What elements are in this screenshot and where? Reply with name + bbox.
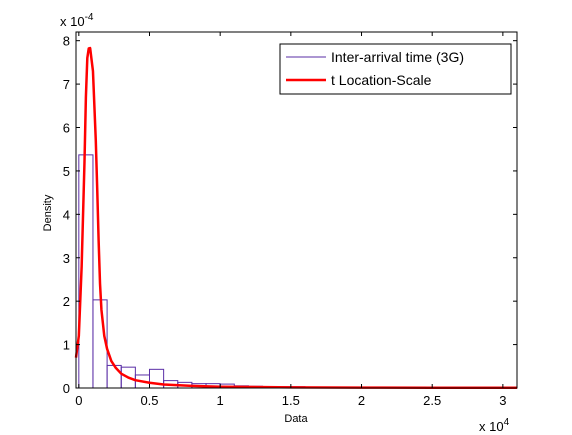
y-tick-label-3: 3 <box>63 251 70 266</box>
legend-label-histogram: Inter-arrival time (3G) <box>331 49 464 65</box>
x-tick-label-0: 0 <box>75 393 82 408</box>
histogram-bar-2 <box>106 364 122 389</box>
y-tick-label-7: 7 <box>63 77 70 92</box>
x-tick-label-3: 1.5 <box>282 393 300 408</box>
y-tick-label-1: 1 <box>63 338 70 353</box>
y-tick-label-5: 5 <box>63 164 70 179</box>
y-tick-label-2: 2 <box>63 294 70 309</box>
x-tick-label-5: 2.5 <box>423 393 441 408</box>
x-multiplier: x 104 <box>479 417 510 434</box>
histogram-bars <box>78 154 518 389</box>
x-axis-title: Data <box>284 413 308 425</box>
y-tick-label-4: 4 <box>63 207 70 222</box>
fit-curve-line <box>74 46 518 390</box>
fit-curve-layer <box>74 46 518 390</box>
x-tick-label-6: 3 <box>499 393 506 408</box>
legend: Inter-arrival time (3G) t Location-Scale <box>279 43 512 95</box>
y-multiplier: x 10-4 <box>60 12 94 29</box>
y-axis-ticks: 0 1 2 3 4 5 6 7 8 <box>63 34 517 396</box>
x-tick-label-4: 2 <box>358 393 365 408</box>
x-tick-label-1: 0.5 <box>140 393 158 408</box>
legend-box <box>279 43 512 95</box>
plot-area-frame <box>75 31 518 389</box>
y-tick-label-0: 0 <box>63 381 70 396</box>
y-tick-label-6: 6 <box>63 121 70 136</box>
y-tick-label-8: 8 <box>63 34 70 49</box>
y-axis-title: Density <box>42 194 54 231</box>
legend-label-fit: t Location-Scale <box>331 72 432 88</box>
x-axis-ticks: 0 0.5 1 1.5 2 2.5 3 <box>75 32 506 408</box>
x-tick-label-2: 1 <box>217 393 224 408</box>
